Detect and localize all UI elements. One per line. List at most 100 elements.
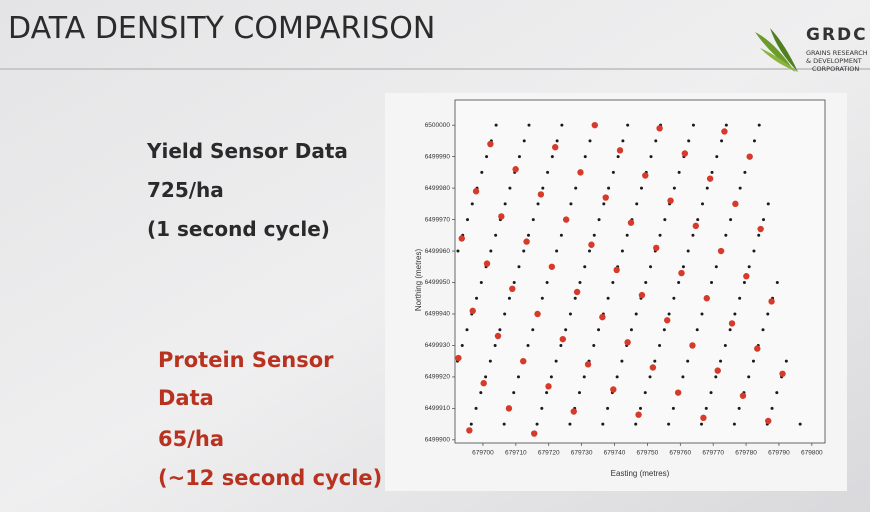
protein-point <box>610 386 617 393</box>
yield-point <box>686 359 690 363</box>
protein-point <box>706 175 714 182</box>
x-axis-label: Easting (metres) <box>611 469 670 478</box>
yield-point <box>742 281 746 285</box>
protein-point <box>746 153 753 160</box>
yield-point <box>498 328 502 332</box>
yield-point <box>577 391 581 395</box>
yield-point <box>752 249 756 253</box>
yield-point <box>719 359 723 363</box>
yield-point <box>658 343 662 347</box>
y-tick-label: 6499910 <box>425 405 451 412</box>
yield-point <box>611 281 615 285</box>
yield-point <box>559 343 563 347</box>
protein-point <box>548 263 556 270</box>
protein-point <box>573 288 581 296</box>
yield-point <box>732 422 736 426</box>
protein-point <box>505 405 513 412</box>
protein-point <box>520 357 527 365</box>
yield-point <box>644 281 648 285</box>
yield-point <box>531 218 535 222</box>
yield-point <box>569 202 573 206</box>
yield-point <box>559 233 563 237</box>
yield-point <box>474 406 478 410</box>
yield-point <box>667 312 671 316</box>
yield-point <box>602 202 606 206</box>
yield-point <box>503 202 507 206</box>
yield-point <box>766 202 770 206</box>
yield-point <box>677 281 681 285</box>
yield-point <box>761 218 765 222</box>
yield-point <box>541 186 545 190</box>
yield-point <box>512 391 516 395</box>
yield-point <box>620 359 624 363</box>
protein-point <box>649 364 657 371</box>
yield-point <box>635 202 639 206</box>
yield-point <box>573 296 577 300</box>
yield-point <box>729 218 733 222</box>
protein-point <box>487 140 494 148</box>
protein-point <box>642 172 649 179</box>
yield-point <box>540 296 544 300</box>
protein-point <box>466 427 473 434</box>
protein-point <box>754 345 761 352</box>
protein-text: Data <box>158 386 214 410</box>
protein-point <box>545 383 552 390</box>
protein-point <box>469 307 476 315</box>
yield-point <box>705 186 709 190</box>
yield-point <box>696 218 700 222</box>
yield-point <box>648 375 652 379</box>
protein-point <box>638 291 646 299</box>
yield-point <box>704 406 708 410</box>
protein-point <box>732 200 739 208</box>
logo-name: GRDC <box>806 25 868 45</box>
yield-point <box>672 296 676 300</box>
protein-point <box>768 298 775 305</box>
yield-point <box>615 375 619 379</box>
protein-point <box>653 244 660 252</box>
yield-point <box>714 375 718 379</box>
yield-point <box>766 312 770 316</box>
yield-point <box>550 155 554 159</box>
logo: GRDC GRAINS RESEARCH & DEVELOPMENT CORPO… <box>755 25 868 73</box>
yield-point <box>489 249 493 253</box>
protein-point <box>498 213 505 220</box>
title-rule <box>0 68 870 70</box>
yield-point <box>752 139 756 143</box>
protein-point <box>779 370 786 377</box>
yield-point <box>469 422 473 426</box>
yield-point <box>775 281 779 285</box>
yield-point <box>507 296 511 300</box>
yield-point <box>465 328 469 332</box>
yield-point <box>564 328 568 332</box>
protein-point <box>523 238 530 245</box>
protein-point <box>717 247 725 255</box>
protein-point <box>656 125 663 132</box>
yield-point <box>502 422 506 426</box>
slide-title: DATA DENSITY COMPARISON <box>8 11 435 46</box>
yield-point <box>560 123 564 127</box>
yield-point <box>606 296 610 300</box>
yield-point <box>588 249 592 253</box>
y-tick-label: 6499930 <box>425 342 451 349</box>
yield-point <box>733 312 737 316</box>
protein-point <box>494 332 502 340</box>
y-tick-label: 6499990 <box>425 153 451 160</box>
x-tick-label: 679750 <box>637 450 659 457</box>
protein-point <box>455 354 462 362</box>
yield-point <box>522 249 526 253</box>
yield-point <box>654 139 658 143</box>
protein-point <box>689 342 696 349</box>
protein-point <box>562 216 570 223</box>
yield-point <box>484 375 488 379</box>
protein-point <box>534 310 541 318</box>
y-tick-label: 6499940 <box>425 311 451 318</box>
protein-point <box>624 339 631 346</box>
yield-point <box>629 328 633 332</box>
yield-point <box>555 139 559 143</box>
protein-point <box>765 417 772 425</box>
yield-point <box>747 265 751 269</box>
yield-point <box>516 375 520 379</box>
yield-point <box>691 123 695 127</box>
yield-point <box>784 359 788 363</box>
x-tick-label: 679720 <box>538 450 560 457</box>
